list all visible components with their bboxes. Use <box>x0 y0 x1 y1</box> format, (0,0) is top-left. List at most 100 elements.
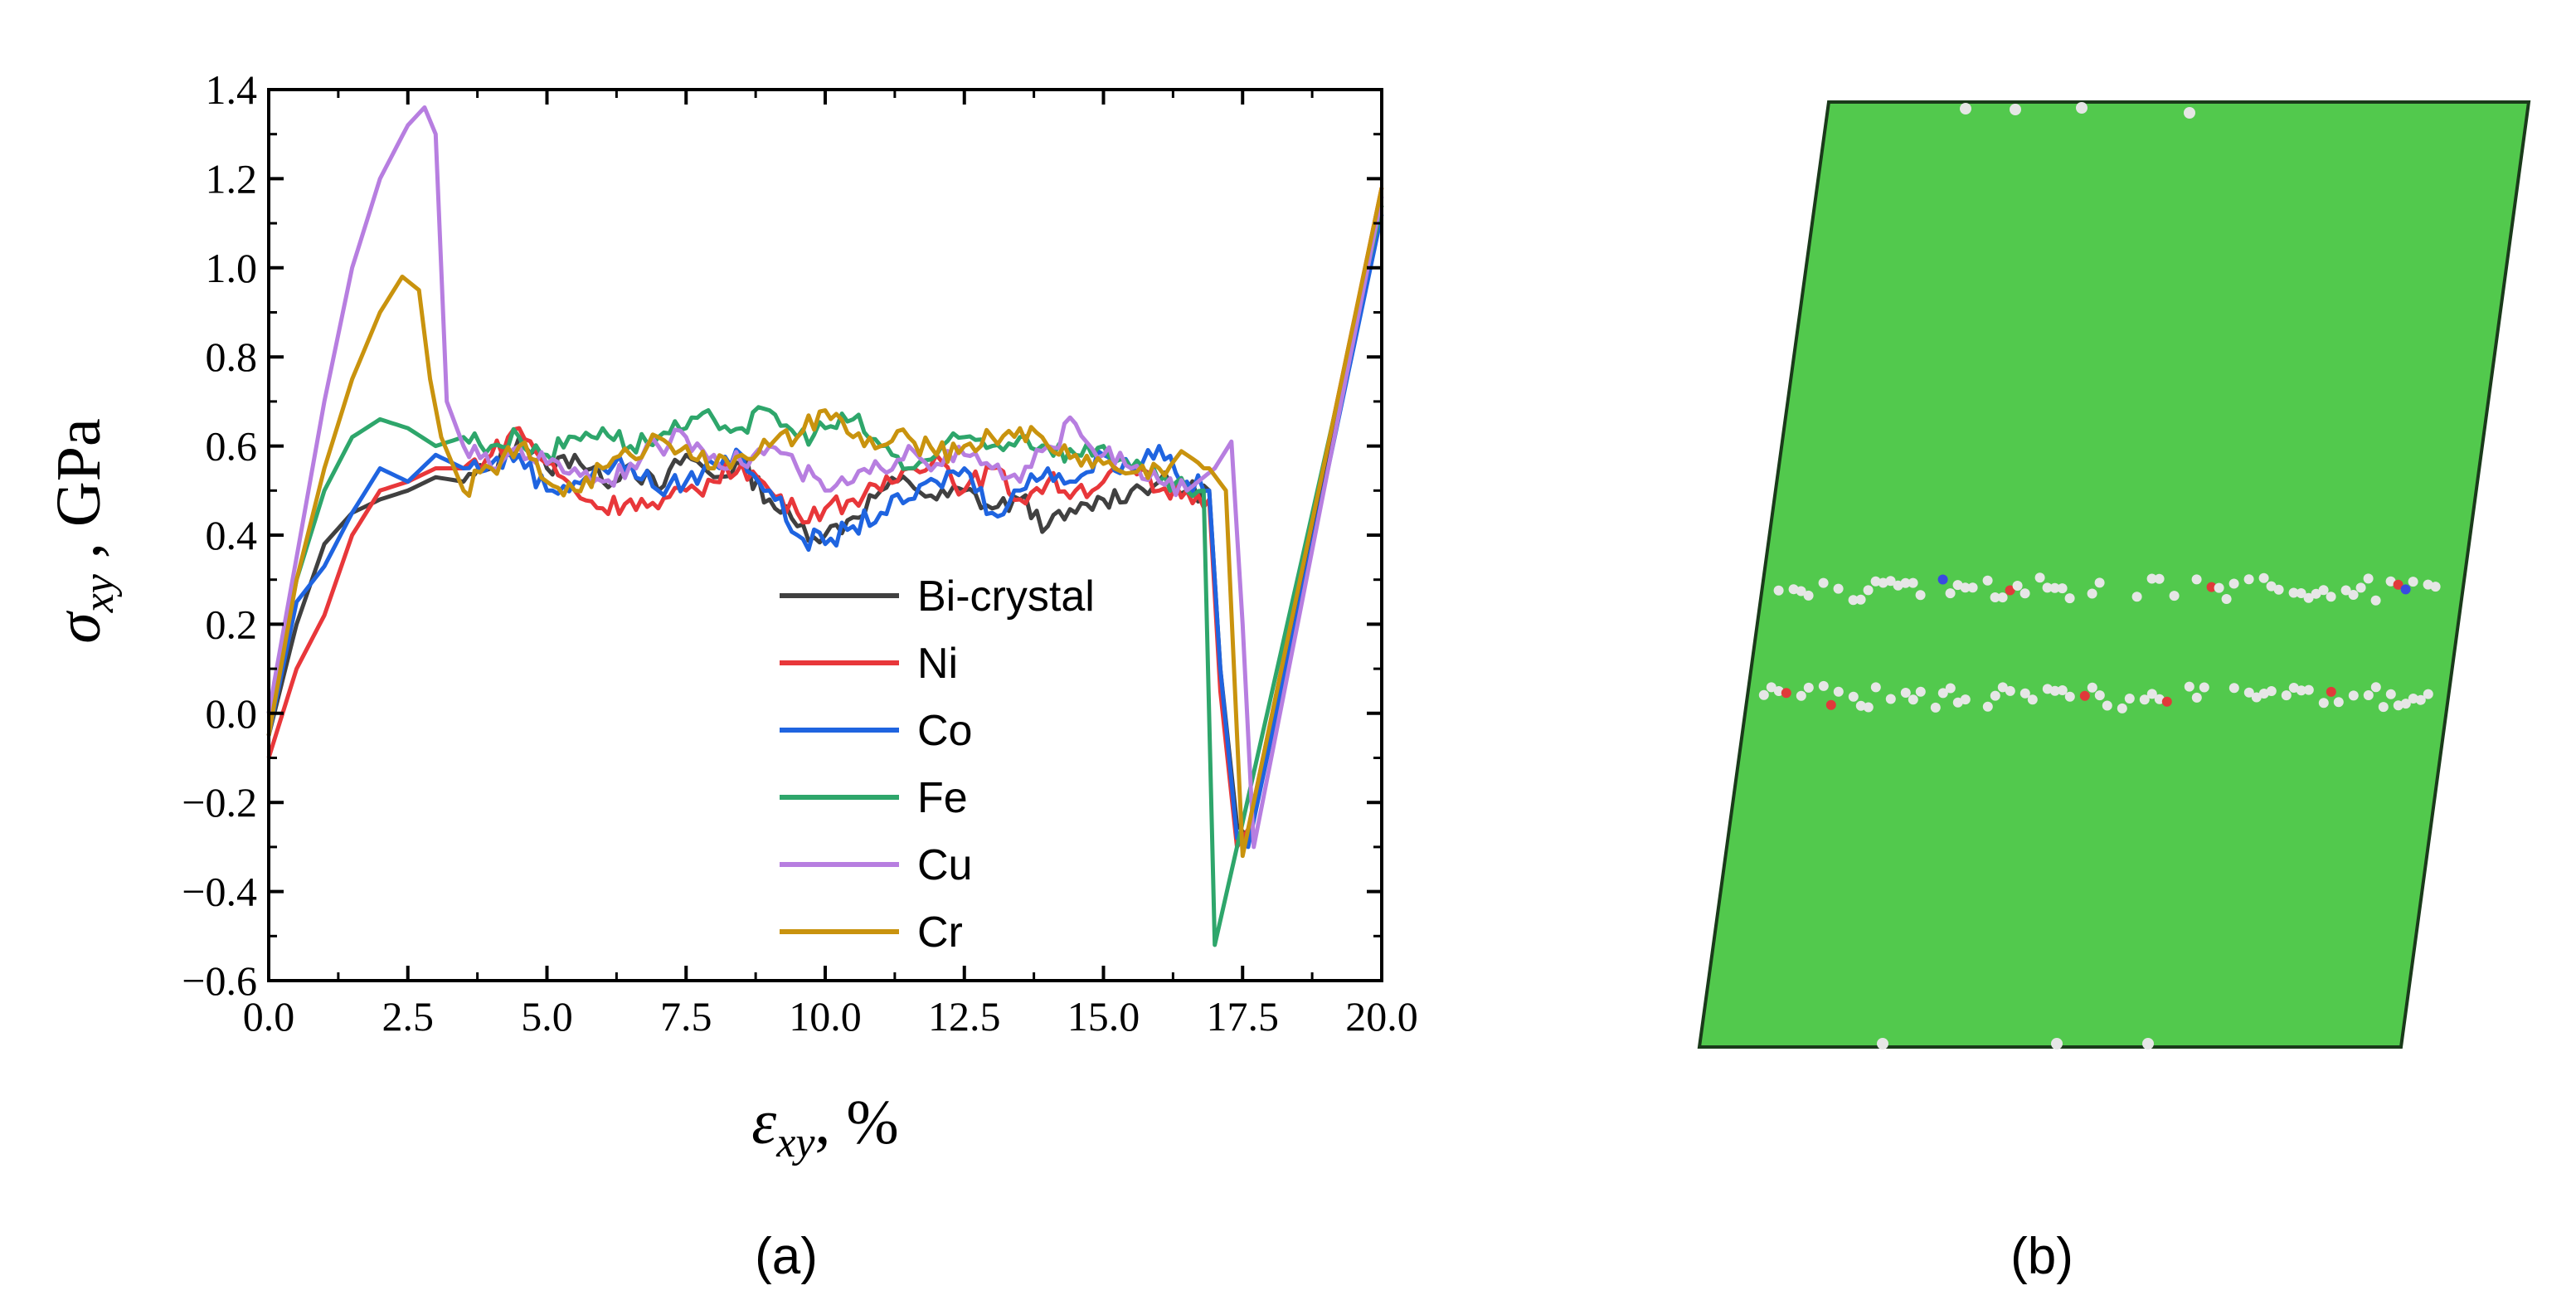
gb-atom <box>2318 585 2329 596</box>
x-tick-label: 20.0 <box>1345 993 1418 1040</box>
gb-atom <box>2161 696 2172 707</box>
gb-atom <box>1825 699 1836 710</box>
gb-atom <box>2191 692 2202 703</box>
gb-atom <box>2333 697 2344 708</box>
gb-atom <box>2184 681 2194 692</box>
gb-atom <box>2415 694 2426 705</box>
gb-atom <box>2251 692 2262 703</box>
gb-atom <box>1945 683 1956 694</box>
legend: Bi-crystal Ni Co Fe Cu Cr <box>780 572 1095 957</box>
gb-atom <box>1967 582 1978 593</box>
stress-strain-chart: 0.0 2.5 5.0 7.5 10.0 12.5 15.0 17.5 20.0 −0.6 −0.4… <box>44 66 1418 1166</box>
gb-atom <box>1915 686 1926 697</box>
gb-atom <box>1870 682 1881 693</box>
gb-atom <box>1818 680 1829 691</box>
gb-atom <box>2087 682 2097 693</box>
gb-atom <box>1796 586 1806 597</box>
gb-atom <box>2146 573 2157 584</box>
gb-atom <box>1982 701 1993 712</box>
y-tick-label: 1.4 <box>206 66 258 113</box>
gb-atom <box>1997 592 2008 603</box>
gb-atom <box>1818 577 1829 588</box>
gb-atom <box>2243 574 2254 585</box>
gb-atom <box>2348 690 2359 701</box>
gb-atom <box>2228 683 2239 694</box>
gb-atom <box>2049 582 2060 593</box>
gb-atom <box>1863 702 1874 713</box>
legend-label-co: Co <box>917 707 972 755</box>
gb-atom <box>2199 682 2209 693</box>
gb-atom <box>2094 690 2105 701</box>
gb-atom <box>2154 573 2165 584</box>
gb-atom <box>1803 682 1814 693</box>
gb-atom <box>1982 575 1993 586</box>
gb-atom <box>2146 689 2157 699</box>
y-tick-label: 0.2 <box>206 601 258 647</box>
gb-atom <box>2079 690 2090 701</box>
gb-atom <box>1937 574 1948 585</box>
gb-atom <box>2378 702 2389 713</box>
gb-atom <box>2094 577 2105 588</box>
gb-atom <box>2102 700 2112 711</box>
gb-atom <box>2408 577 2418 587</box>
gb-atom <box>2393 700 2403 711</box>
gb-atom <box>2042 684 2053 694</box>
gb-atom <box>2303 684 2314 695</box>
gb-atom <box>1990 592 2000 602</box>
x-tick-label: 7.5 <box>660 993 712 1040</box>
gb-atom <box>2087 588 2097 599</box>
gb-atom <box>2206 582 2217 592</box>
gb-atom <box>2064 593 2075 604</box>
surface-atom <box>1960 103 1971 114</box>
x-tick-label: 17.5 <box>1207 993 1280 1040</box>
surface-atom <box>1877 1038 1888 1049</box>
gb-atom <box>1833 583 1844 594</box>
legend-label-bi-crystal: Bi-crystal <box>917 572 1095 621</box>
gb-atom <box>2370 682 2381 693</box>
gb-atom <box>2385 689 2396 699</box>
gb-atom <box>2154 694 2165 704</box>
y-axis-label: σxy , GPa <box>44 418 123 644</box>
gb-atom <box>2027 694 2038 705</box>
gb-atom <box>1773 686 1784 696</box>
gb-atom <box>2296 588 2306 598</box>
gb-atom <box>1878 577 1888 588</box>
gb-atom <box>2370 595 2381 606</box>
gb-atom <box>2064 691 2075 702</box>
series-line-bi-crystal <box>266 205 1384 840</box>
gb-atom <box>1758 689 1769 700</box>
series-line-fe <box>266 205 1384 947</box>
gb-atom <box>2034 572 2045 583</box>
gb-atom <box>2430 582 2441 592</box>
x-tick-label: 12.5 <box>928 993 1001 1040</box>
gb-atom <box>2019 688 2030 699</box>
gb-atom <box>2221 594 2232 604</box>
x-tick-label: 15.0 <box>1067 993 1140 1040</box>
gb-atom <box>1885 576 1896 587</box>
gb-atom <box>1788 584 1799 595</box>
surface-atom <box>2076 102 2088 114</box>
gb-atom <box>2057 685 2068 695</box>
gb-atom <box>1908 694 1918 705</box>
gb-atom <box>1908 577 1918 588</box>
y-tick-label: 1.0 <box>206 245 258 291</box>
x-tick-label: 10.0 <box>789 993 862 1040</box>
gb-atom <box>2019 588 2030 599</box>
gb-atom <box>2326 686 2336 697</box>
gb-atom <box>2191 574 2202 585</box>
gb-atom <box>2214 582 2224 593</box>
surface-atom <box>2184 107 2195 119</box>
gb-atom <box>2423 689 2433 699</box>
gb-atom <box>1833 686 1844 697</box>
gb-atom <box>1990 690 2000 701</box>
gb-atom <box>2124 694 2135 704</box>
gb-atom <box>2400 699 2411 709</box>
gb-atom <box>1930 702 1941 713</box>
gb-atom <box>1952 697 1963 708</box>
gb-atom <box>2385 576 2396 587</box>
gb-atom <box>1848 691 1859 702</box>
gb-atom <box>1773 585 1784 596</box>
surface-atom <box>2051 1038 2063 1049</box>
gb-atom <box>1863 585 1874 596</box>
